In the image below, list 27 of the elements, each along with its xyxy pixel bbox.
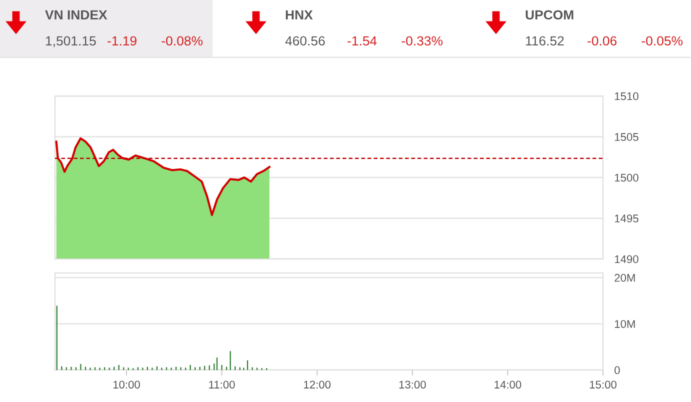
line-series [55, 137, 270, 216]
text: -1.19 [108, 36, 136, 46]
text: -0.08% [162, 36, 203, 46]
y-tick-label: 20M [614, 274, 635, 282]
text: 460.56 [285, 36, 325, 46]
text: VN INDEX [45, 10, 108, 20]
x-tick-label: 12:00 [304, 380, 331, 389]
y-tick-label: 10M [614, 320, 635, 328]
x-tick-label: 13:00 [399, 380, 426, 389]
text: -0.33% [402, 36, 443, 46]
y-tick-label: 1510 [614, 92, 638, 100]
text: -1.54 [348, 36, 377, 46]
text: -0.06 [588, 36, 616, 46]
x-tick-label: 10:00 [113, 380, 140, 389]
text: -0.05% [642, 36, 683, 46]
x-tick-label: 15:00 [590, 380, 616, 389]
text: UPCOM [526, 10, 574, 20]
x-tick-label: 14:00 [494, 380, 522, 389]
y-tick-label: 1505 [614, 133, 638, 141]
text: 116.52 [526, 36, 564, 46]
y-tick-label: 1500 [614, 174, 638, 182]
x-tick-label: 11:00 [209, 380, 235, 389]
text: HNX [286, 10, 313, 20]
y-tick-label: 0 [614, 366, 620, 374]
text: 1,501.15 [46, 36, 96, 48]
y-tick-label: 1495 [614, 214, 638, 222]
y-tick-label: 1490 [614, 255, 638, 264]
